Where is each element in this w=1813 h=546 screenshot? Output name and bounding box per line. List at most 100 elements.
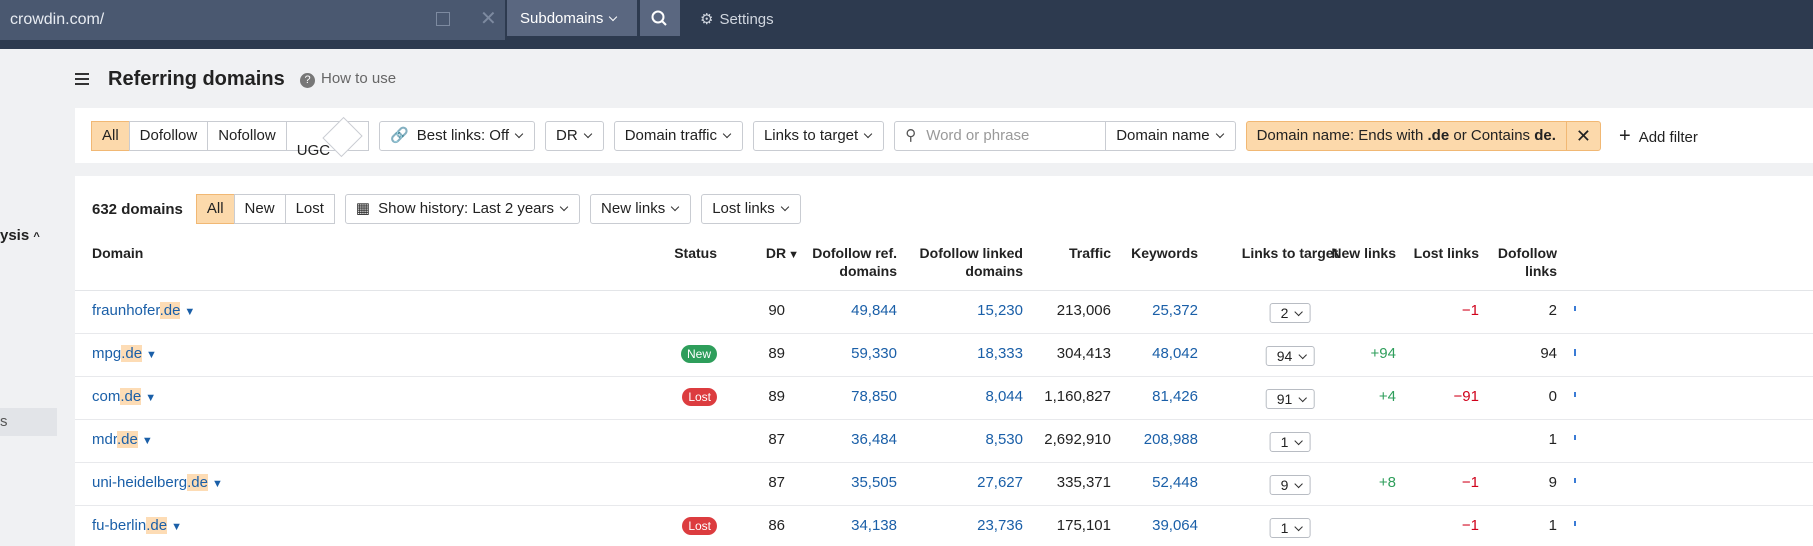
help-link[interactable]: ? How to use — [300, 70, 396, 88]
chevron — [722, 129, 732, 139]
cell-value: −1 — [1461, 517, 1479, 534]
chevron — [609, 12, 618, 22]
cell-value[interactable]: 208,988 — [1143, 431, 1198, 448]
sort-icon: ▼ — [788, 249, 799, 261]
column-header[interactable]: Traffic — [1068, 245, 1111, 261]
dropdown-button[interactable]: New links — [590, 194, 692, 224]
cell-value[interactable]: 78,850 — [851, 388, 897, 405]
cell-value[interactable]: 2 — [1269, 303, 1311, 323]
dropdown-button[interactable]: DR — [545, 121, 604, 151]
domain-name: fu-berlin — [92, 517, 147, 534]
cell-value[interactable]: 91 — [1265, 389, 1315, 409]
remove-filter[interactable]: ✕ — [1565, 122, 1600, 150]
search-icon: ⚲ — [905, 127, 917, 144]
domain-suffix: .de — [187, 474, 208, 491]
active-filter[interactable]: Domain name: Ends with .de or Contains d… — [1245, 121, 1602, 151]
domain-suffix: .de — [159, 302, 181, 319]
link-type-tab[interactable]: Nofollow — [207, 121, 287, 151]
mini-bar — [1574, 435, 1576, 440]
cell-value[interactable]: 39,064 — [1152, 517, 1198, 534]
chevron — [1298, 350, 1307, 360]
add-filter-label: Add filter — [1638, 128, 1698, 146]
cell-value[interactable]: 27,627 — [977, 474, 1023, 491]
link-type-tab[interactable]: UGC — [285, 116, 370, 159]
domain-cell[interactable]: mpg.de ▼ — [92, 345, 157, 362]
cell-value: 1 — [1548, 517, 1557, 534]
column-header[interactable]: Dofollow ref. domains — [812, 245, 897, 279]
cell-value[interactable]: 49,844 — [851, 302, 897, 319]
cell-value[interactable]: 81,426 — [1152, 388, 1198, 405]
cell-value[interactable]: 1 — [1269, 432, 1311, 452]
button-label: Best links: Off — [416, 127, 510, 144]
open-icon[interactable] — [436, 12, 450, 26]
dropdown-button[interactable]: Domain name — [1105, 121, 1236, 151]
cell-value[interactable]: 35,505 — [851, 474, 897, 491]
filter-text-part: de. — [1534, 127, 1556, 144]
domain-cell[interactable]: fraunhofer.de ▼ — [92, 302, 195, 319]
status-filter-tab[interactable]: Lost — [284, 194, 335, 224]
column-header[interactable]: Keywords — [1131, 245, 1198, 261]
cell-value[interactable]: 25,372 — [1152, 302, 1198, 319]
cell-value: 90 — [768, 302, 785, 319]
icon: 🔗 — [390, 127, 409, 144]
domain-name: uni-heidelberg — [92, 474, 188, 491]
search-button[interactable] — [640, 0, 680, 36]
sidebar-section-label: ysis — [0, 227, 30, 244]
domain-cell[interactable]: com.de ▼ — [92, 388, 156, 405]
cell-value[interactable]: 59,330 — [851, 345, 897, 362]
domain-cell[interactable]: uni-heidelberg.de ▼ — [92, 474, 223, 491]
help-label: How to use — [321, 70, 397, 87]
column-header[interactable]: Dofollow links — [1497, 245, 1557, 279]
cell-value[interactable]: 8,530 — [985, 431, 1023, 448]
cell-value[interactable]: 15,230 — [977, 302, 1023, 319]
domain-menu: ▼ — [145, 392, 157, 404]
clear-icon[interactable]: ✕ — [480, 8, 497, 30]
column-header[interactable]: Dofollow linked domains — [919, 245, 1023, 279]
row-divider — [75, 462, 1813, 463]
cell-value: +8 — [1378, 474, 1396, 491]
link-type-tab[interactable]: All — [91, 121, 130, 151]
row-divider — [75, 376, 1813, 377]
search-input[interactable]: ⚲ Word or phrase — [894, 121, 1107, 151]
dropdown-button[interactable]: Links to target — [752, 121, 885, 151]
cell-value[interactable]: 36,484 — [851, 431, 897, 448]
cell-value[interactable]: 23,736 — [977, 517, 1023, 534]
sidebar-section[interactable]: ysis ^ — [0, 227, 40, 244]
mode-dropdown[interactable]: Subdomains — [507, 0, 637, 36]
domain-name: mdr — [92, 431, 118, 448]
dropdown-button[interactable]: ▦ Show history: Last 2 years — [344, 194, 581, 224]
chevron — [583, 129, 592, 139]
domain-cell[interactable]: fu-berlin.de ▼ — [92, 517, 182, 534]
dropdown-button[interactable]: 🔗 Best links: Off — [379, 121, 536, 151]
column-header[interactable]: Links to target — [1241, 245, 1339, 261]
dropdown-button[interactable]: Domain traffic — [613, 121, 743, 151]
cell-value[interactable]: 1 — [1269, 518, 1311, 538]
cell-value[interactable]: 52,448 — [1152, 474, 1198, 491]
column-header[interactable]: Lost links — [1413, 245, 1479, 261]
column-header[interactable]: New links — [1331, 245, 1396, 261]
url-input[interactable]: crowdin.com/ — [0, 0, 505, 40]
cell-value[interactable]: 8,044 — [985, 388, 1023, 405]
cell-value[interactable]: 94 — [1265, 346, 1315, 366]
column-header[interactable]: DR ▼ — [765, 245, 799, 261]
link-type-tab[interactable]: Dofollow — [128, 121, 209, 151]
cell-value[interactable]: 34,138 — [851, 517, 897, 534]
cell-value[interactable]: 48,042 — [1152, 345, 1198, 362]
button-label: Domain traffic — [624, 127, 717, 144]
domain-cell[interactable]: mdr.de ▼ — [92, 431, 153, 448]
menu-icon[interactable] — [75, 70, 89, 88]
cell-value[interactable]: 9 — [1269, 475, 1311, 495]
cell-value: 1 — [1548, 431, 1557, 448]
link-type: All Dofollow Nofollow UGC — [91, 116, 370, 159]
cell-value[interactable]: 18,333 — [977, 345, 1023, 362]
button-label: Lost links — [712, 200, 775, 217]
settings[interactable]: ⚙ Settings — [700, 0, 774, 40]
column-header[interactable]: Status — [674, 245, 717, 261]
sidebar-item[interactable]: s — [0, 408, 57, 436]
cell-value: 335,371 — [1056, 474, 1111, 491]
chevron — [1298, 393, 1307, 403]
settings-label: Settings — [719, 11, 774, 28]
column-header[interactable]: Domain — [92, 245, 144, 261]
add-filter[interactable]: + Add filter — [1619, 125, 1698, 148]
dropdown-button[interactable]: Lost links — [701, 194, 801, 224]
